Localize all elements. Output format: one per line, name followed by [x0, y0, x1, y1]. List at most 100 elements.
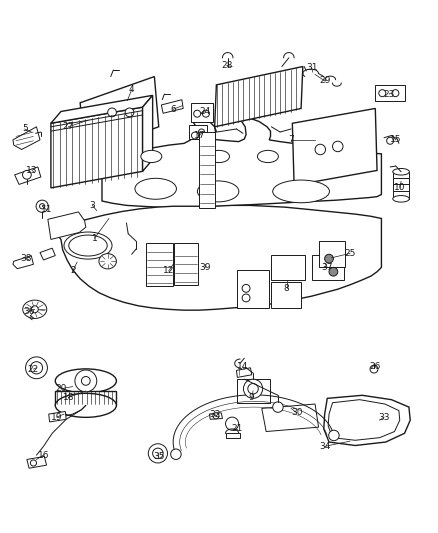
Text: 12: 12 [163, 266, 174, 276]
Bar [189, 125, 207, 139]
Circle shape [171, 449, 181, 459]
Ellipse shape [55, 369, 117, 393]
Text: 18: 18 [63, 393, 74, 402]
Circle shape [325, 254, 333, 263]
Polygon shape [102, 118, 381, 207]
Text: 36: 36 [23, 306, 35, 316]
Circle shape [242, 285, 250, 292]
Ellipse shape [393, 196, 410, 202]
Polygon shape [161, 100, 183, 113]
Text: 32: 32 [209, 409, 220, 418]
Polygon shape [237, 368, 252, 377]
Circle shape [332, 141, 343, 152]
Bar [311, 255, 344, 280]
Ellipse shape [64, 232, 112, 259]
Polygon shape [14, 167, 41, 184]
Polygon shape [48, 212, 86, 239]
Circle shape [329, 268, 338, 276]
Text: 34: 34 [319, 442, 330, 451]
Text: 27: 27 [63, 122, 74, 131]
Circle shape [392, 90, 399, 96]
Polygon shape [199, 132, 215, 207]
Polygon shape [13, 256, 33, 269]
Circle shape [152, 448, 163, 458]
Circle shape [315, 144, 325, 155]
Circle shape [108, 108, 117, 117]
Polygon shape [143, 95, 152, 171]
Circle shape [31, 306, 38, 313]
Text: 24: 24 [199, 107, 211, 116]
Text: 25: 25 [344, 249, 356, 258]
Bar [237, 270, 269, 308]
Circle shape [30, 460, 36, 466]
Text: 33: 33 [378, 413, 390, 422]
Polygon shape [324, 395, 410, 446]
Text: 17: 17 [194, 131, 205, 140]
Circle shape [387, 138, 394, 144]
Bar [375, 85, 405, 101]
Text: 4: 4 [129, 85, 134, 94]
Circle shape [75, 370, 97, 392]
Polygon shape [209, 413, 223, 419]
Bar [237, 379, 270, 403]
Polygon shape [51, 107, 143, 188]
Circle shape [328, 430, 339, 441]
Bar [174, 244, 198, 285]
Circle shape [202, 110, 209, 117]
Ellipse shape [141, 150, 162, 163]
Text: 22: 22 [28, 365, 39, 374]
Text: 31: 31 [306, 63, 317, 72]
Polygon shape [52, 205, 381, 310]
Circle shape [191, 132, 198, 139]
Circle shape [125, 108, 134, 117]
Text: 21: 21 [232, 424, 243, 433]
Text: 15: 15 [390, 135, 402, 144]
Circle shape [30, 362, 42, 374]
Polygon shape [215, 67, 303, 127]
Bar [146, 244, 173, 286]
Text: 13: 13 [26, 166, 38, 175]
Text: 10: 10 [395, 183, 406, 192]
Polygon shape [80, 77, 159, 153]
Text: 26: 26 [370, 362, 381, 372]
Circle shape [226, 417, 239, 430]
Polygon shape [27, 456, 46, 468]
Text: 38: 38 [20, 254, 32, 263]
Circle shape [194, 110, 201, 117]
Ellipse shape [23, 300, 47, 318]
Circle shape [36, 200, 48, 212]
Circle shape [22, 171, 31, 179]
Text: 9: 9 [249, 393, 254, 402]
Polygon shape [51, 95, 152, 123]
Ellipse shape [99, 254, 117, 269]
Ellipse shape [55, 393, 117, 417]
Polygon shape [292, 108, 377, 185]
Text: 19: 19 [51, 413, 62, 422]
Bar [318, 241, 345, 266]
Polygon shape [55, 391, 117, 405]
Circle shape [39, 204, 45, 209]
Circle shape [242, 294, 250, 302]
Polygon shape [13, 127, 40, 149]
Ellipse shape [273, 180, 329, 203]
Circle shape [148, 444, 167, 463]
Text: 11: 11 [41, 205, 52, 214]
Ellipse shape [198, 181, 239, 202]
Bar [271, 255, 305, 280]
Text: 8: 8 [284, 284, 290, 293]
Bar [191, 103, 213, 122]
Polygon shape [226, 433, 240, 438]
Text: 23: 23 [384, 90, 395, 99]
Polygon shape [40, 248, 55, 260]
Ellipse shape [258, 150, 279, 163]
Bar [393, 172, 410, 199]
Circle shape [370, 365, 378, 373]
Text: 1: 1 [92, 233, 97, 243]
Text: 20: 20 [55, 384, 67, 393]
Circle shape [213, 413, 219, 419]
Ellipse shape [135, 179, 177, 199]
Circle shape [81, 376, 90, 385]
Text: 7: 7 [288, 135, 294, 144]
Text: 28: 28 [221, 61, 233, 70]
Ellipse shape [208, 150, 230, 163]
